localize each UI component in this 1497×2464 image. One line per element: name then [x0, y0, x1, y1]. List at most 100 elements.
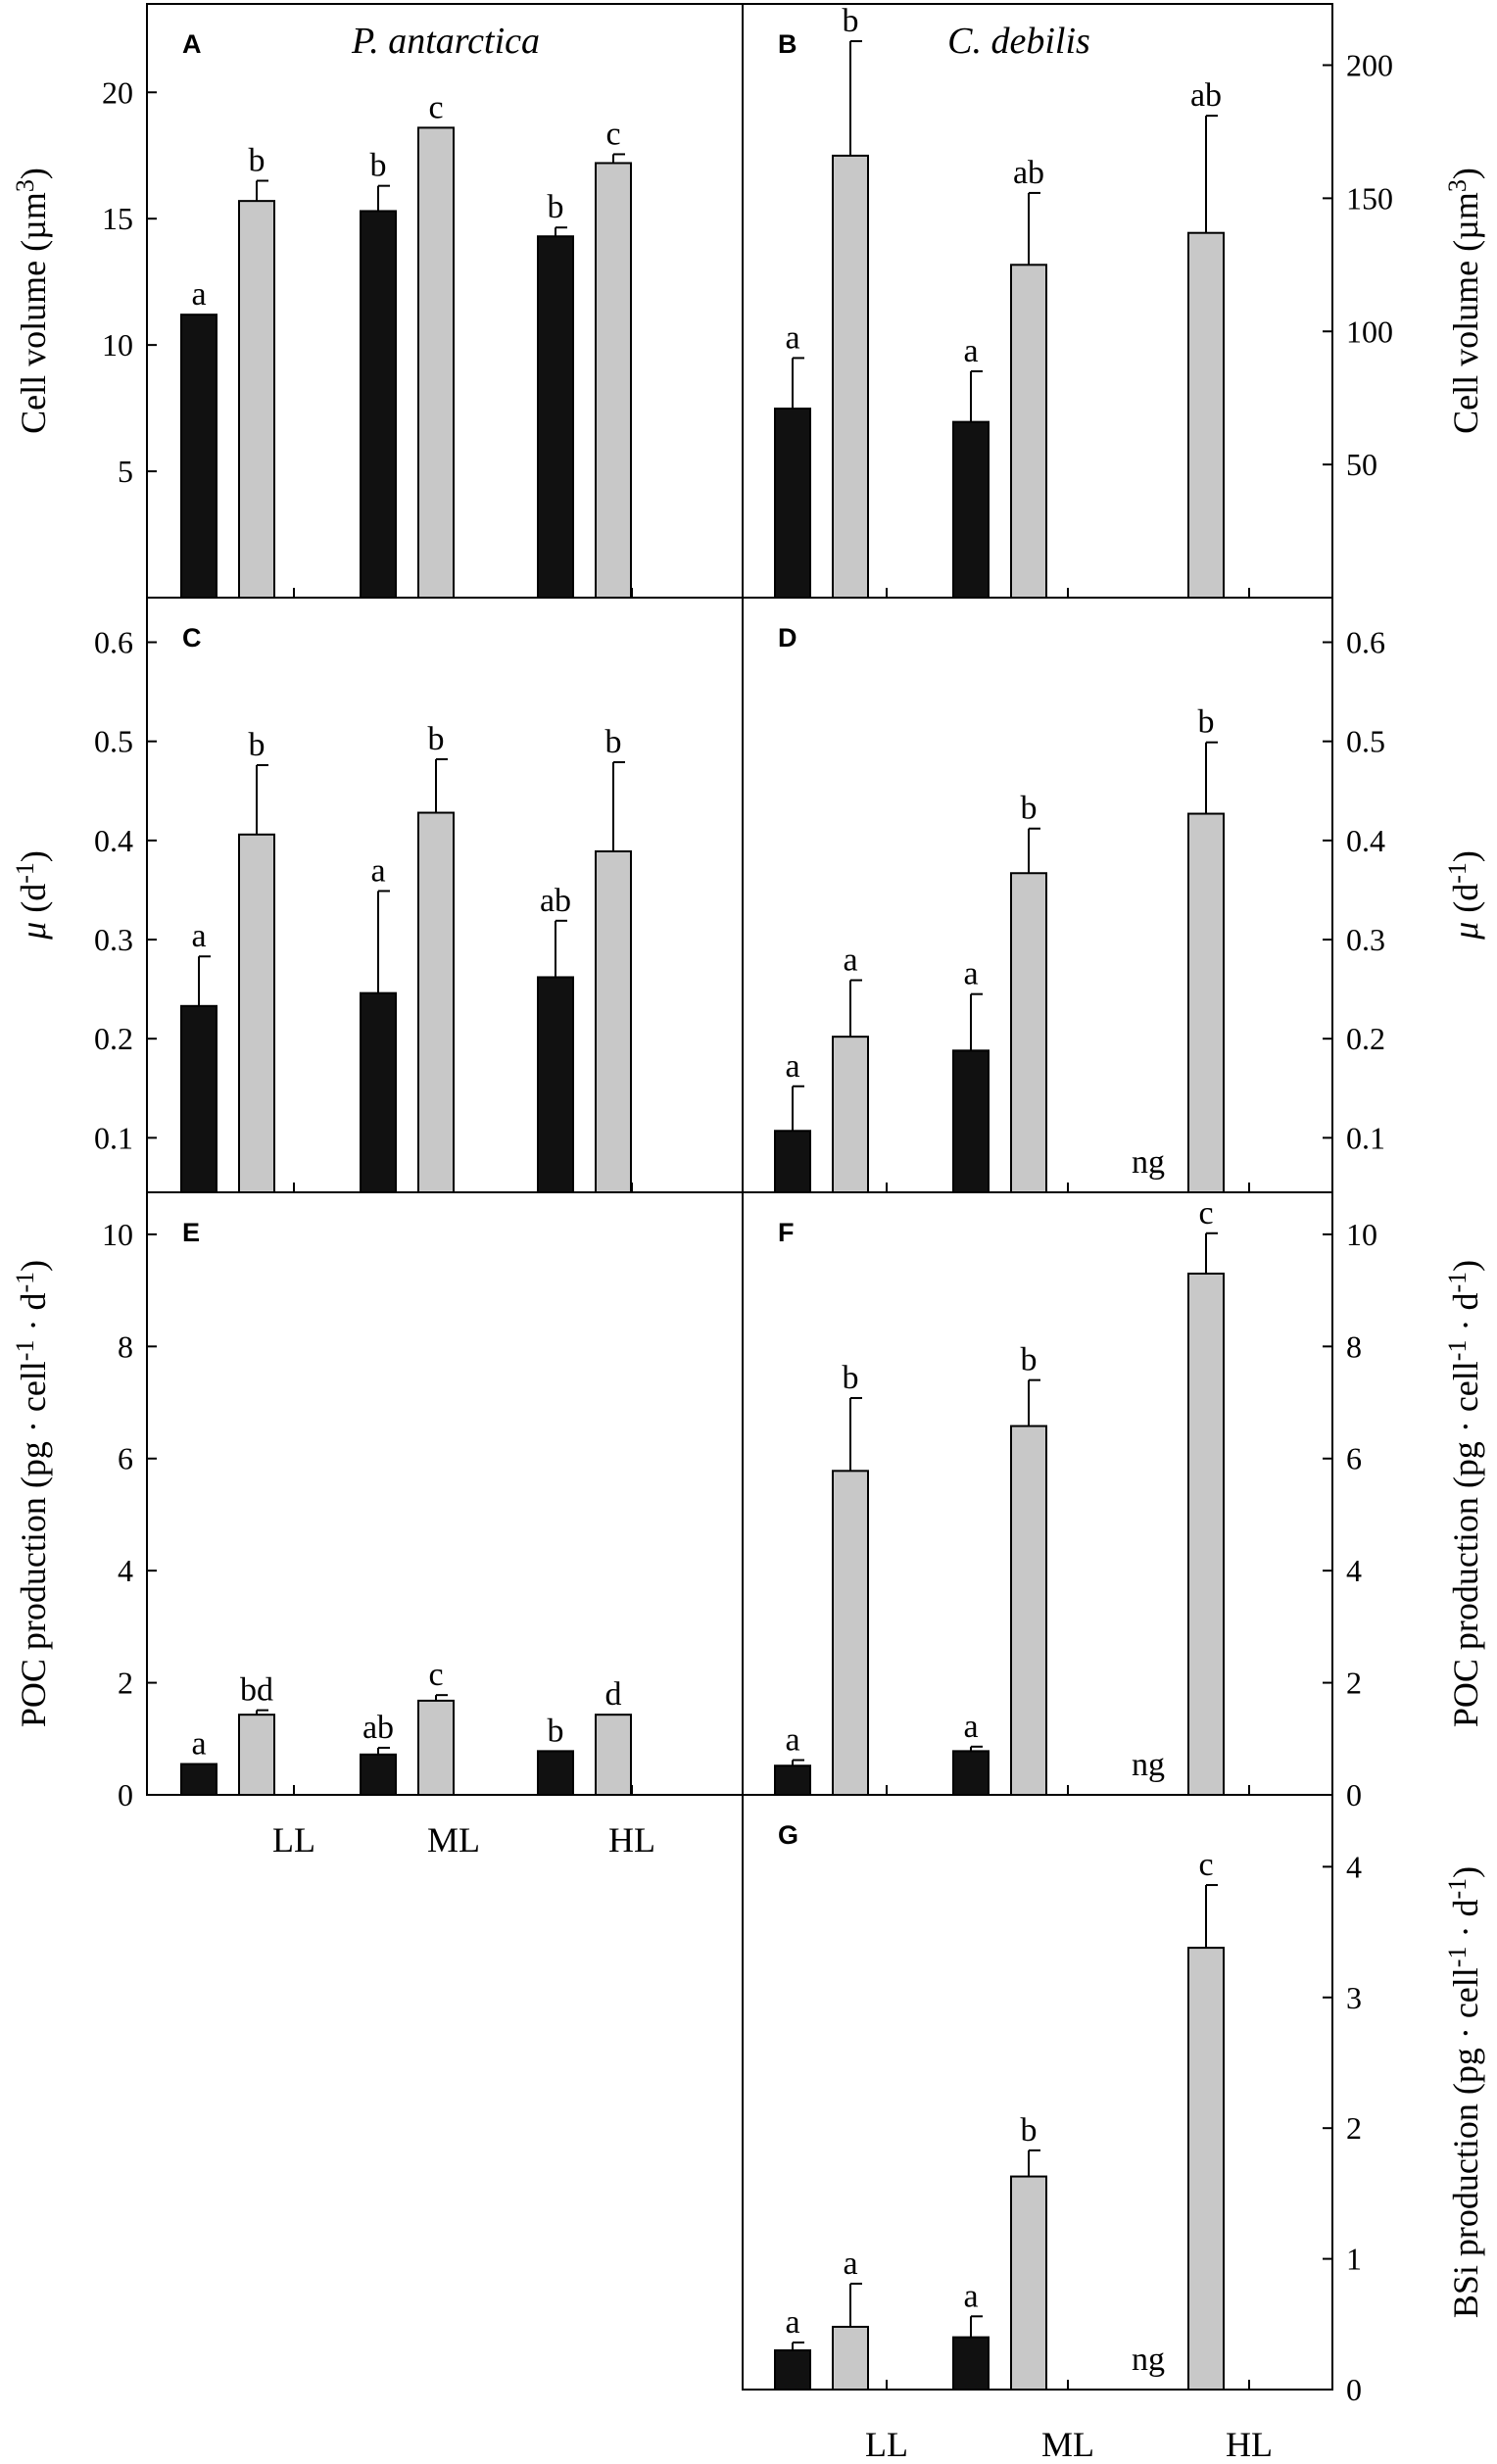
y-tick-label: 0.6 — [94, 625, 133, 660]
bar-dark — [537, 1750, 574, 1796]
no-growth-label: ng — [1132, 1747, 1165, 1783]
bar-light — [1010, 872, 1047, 1193]
significance-letter: b — [843, 1360, 859, 1396]
bar-dark — [180, 1763, 217, 1797]
significance-letter: a — [843, 942, 857, 979]
y-axis-label-part: Cell volume (µm — [14, 192, 53, 434]
bar-dark — [360, 1753, 397, 1797]
x-category-label: HL — [1226, 2425, 1273, 2464]
significance-letter: b — [249, 727, 266, 763]
bar-dark — [774, 1764, 811, 1797]
y-tick-label: 8 — [118, 1329, 133, 1364]
y-tick-label: 50 — [1346, 447, 1377, 482]
significance-letter: b — [249, 143, 266, 179]
bar-light — [417, 126, 455, 599]
y-axis-label: Cell volume (µm3) — [1443, 168, 1485, 434]
y-axis-label: POC production (pg · cell-1 · d-1) — [11, 1260, 53, 1727]
y-axis-label-superscript: -1 — [11, 1340, 39, 1362]
significance-letter: ab — [1013, 155, 1044, 191]
y-tick-label: 6 — [1346, 1441, 1362, 1476]
no-growth-label: ng — [1132, 2342, 1165, 2378]
bar-dark — [180, 1004, 217, 1193]
bar-dark — [774, 408, 811, 599]
significance-letter: b — [843, 3, 859, 39]
y-tick-label: 8 — [1346, 1329, 1362, 1364]
bar-dark — [774, 1130, 811, 1193]
y-axis-label: μ (d-1) — [11, 850, 53, 941]
y-tick-label: 1 — [1346, 2242, 1362, 2277]
bar-dark — [952, 420, 990, 600]
y-axis-label-part: ) — [1446, 168, 1485, 179]
y-axis-label-part: ) — [14, 1260, 53, 1272]
y-tick-label: 10 — [102, 1217, 133, 1252]
y-tick-label: 0.6 — [1346, 625, 1385, 660]
significance-letter: a — [785, 2304, 799, 2341]
y-axis-label: Cell volume (µm3) — [11, 168, 53, 434]
y-tick-label: 100 — [1346, 314, 1393, 349]
y-tick-label: 0.4 — [1346, 823, 1385, 858]
significance-letter: b — [605, 724, 622, 760]
bar-light — [1187, 1947, 1225, 2391]
bar-light — [1010, 1425, 1047, 1796]
y-axis-label-part: POC production (pg · cell — [1446, 1361, 1485, 1727]
y-axis-label-superscript: 3 — [11, 179, 39, 192]
y-axis-label-part: · d — [1446, 1900, 1485, 1947]
y-tick-label: 2 — [1346, 2110, 1362, 2146]
y-tick-label: 150 — [1346, 180, 1393, 216]
y-tick-label: 0.1 — [94, 1120, 133, 1155]
y-tick-label: 0.5 — [1346, 724, 1385, 759]
significance-letter: b — [1021, 791, 1038, 827]
y-tick-label: 10 — [102, 327, 133, 362]
significance-letter: b — [1021, 2112, 1038, 2149]
bar-light — [1010, 2175, 1047, 2392]
y-axis-label: BSi production (pg · cell-1 · d-1) — [1443, 1866, 1485, 2318]
y-tick-label: 0 — [1346, 2372, 1362, 2407]
y-axis-label-part: ) — [14, 850, 53, 862]
significance-letter: a — [785, 1048, 799, 1085]
y-tick-label: 10 — [1346, 1217, 1377, 1252]
y-axis-label-part: ) — [1446, 850, 1485, 862]
y-axis-label-part: ) — [1446, 1866, 1485, 1878]
significance-letter: a — [370, 852, 385, 889]
bar-light — [595, 1714, 632, 1796]
significance-letter: a — [963, 1709, 978, 1745]
y-axis-label: μ (d-1) — [1443, 850, 1485, 941]
panel-letter: B — [778, 29, 797, 59]
x-category-label: ML — [1041, 2425, 1094, 2464]
significance-letter: d — [605, 1676, 622, 1713]
no-growth-label: ng — [1132, 1144, 1165, 1181]
significance-letter: a — [785, 319, 799, 356]
bar-dark — [360, 210, 397, 599]
species-title: C. debilis — [947, 21, 1090, 62]
y-axis-label-part: ) — [1446, 1260, 1485, 1272]
y-axis-label: POC production (pg · cell-1 · d-1) — [1443, 1260, 1485, 1727]
bar-light — [595, 849, 632, 1194]
significance-letter: ab — [362, 1710, 394, 1746]
bar-dark — [774, 2348, 811, 2392]
y-axis-label-superscript: 3 — [1443, 179, 1472, 192]
significance-letter: b — [1198, 704, 1215, 741]
y-tick-label: 0.4 — [94, 823, 133, 858]
panel-d: D 0.1 0.2 0.3 0.4 0.5 0.6 μ (d-1) a a ng a b b — [742, 597, 1485, 1193]
panel-c: C 0.1 0.2 0.3 0.4 0.5 0.6 μ (d-1) a a ab b b b — [11, 597, 744, 1194]
y-axis-label-superscript: -1 — [11, 1272, 39, 1293]
species-title: P. antarctica — [351, 21, 540, 62]
bar-light — [832, 1470, 869, 1796]
y-tick-label: 15 — [102, 201, 133, 236]
bar-dark — [537, 235, 574, 599]
y-tick-label: 2 — [1346, 1666, 1362, 1701]
significance-letter: c — [605, 116, 620, 152]
y-axis-label-superscript: -1 — [1443, 1878, 1472, 1900]
significance-letter: a — [191, 276, 206, 313]
y-tick-label: 0.1 — [1346, 1120, 1385, 1155]
bar-dark — [952, 2336, 990, 2392]
x-category-label: LL — [865, 2425, 908, 2464]
y-tick-label: 4 — [1346, 1553, 1362, 1588]
panel-letter: E — [182, 1218, 200, 1247]
y-axis-label-part: ) — [14, 168, 53, 179]
x-category-label: LL — [272, 1820, 315, 1860]
significance-letter: c — [1198, 1847, 1213, 1883]
y-tick-label: 0.5 — [94, 724, 133, 759]
